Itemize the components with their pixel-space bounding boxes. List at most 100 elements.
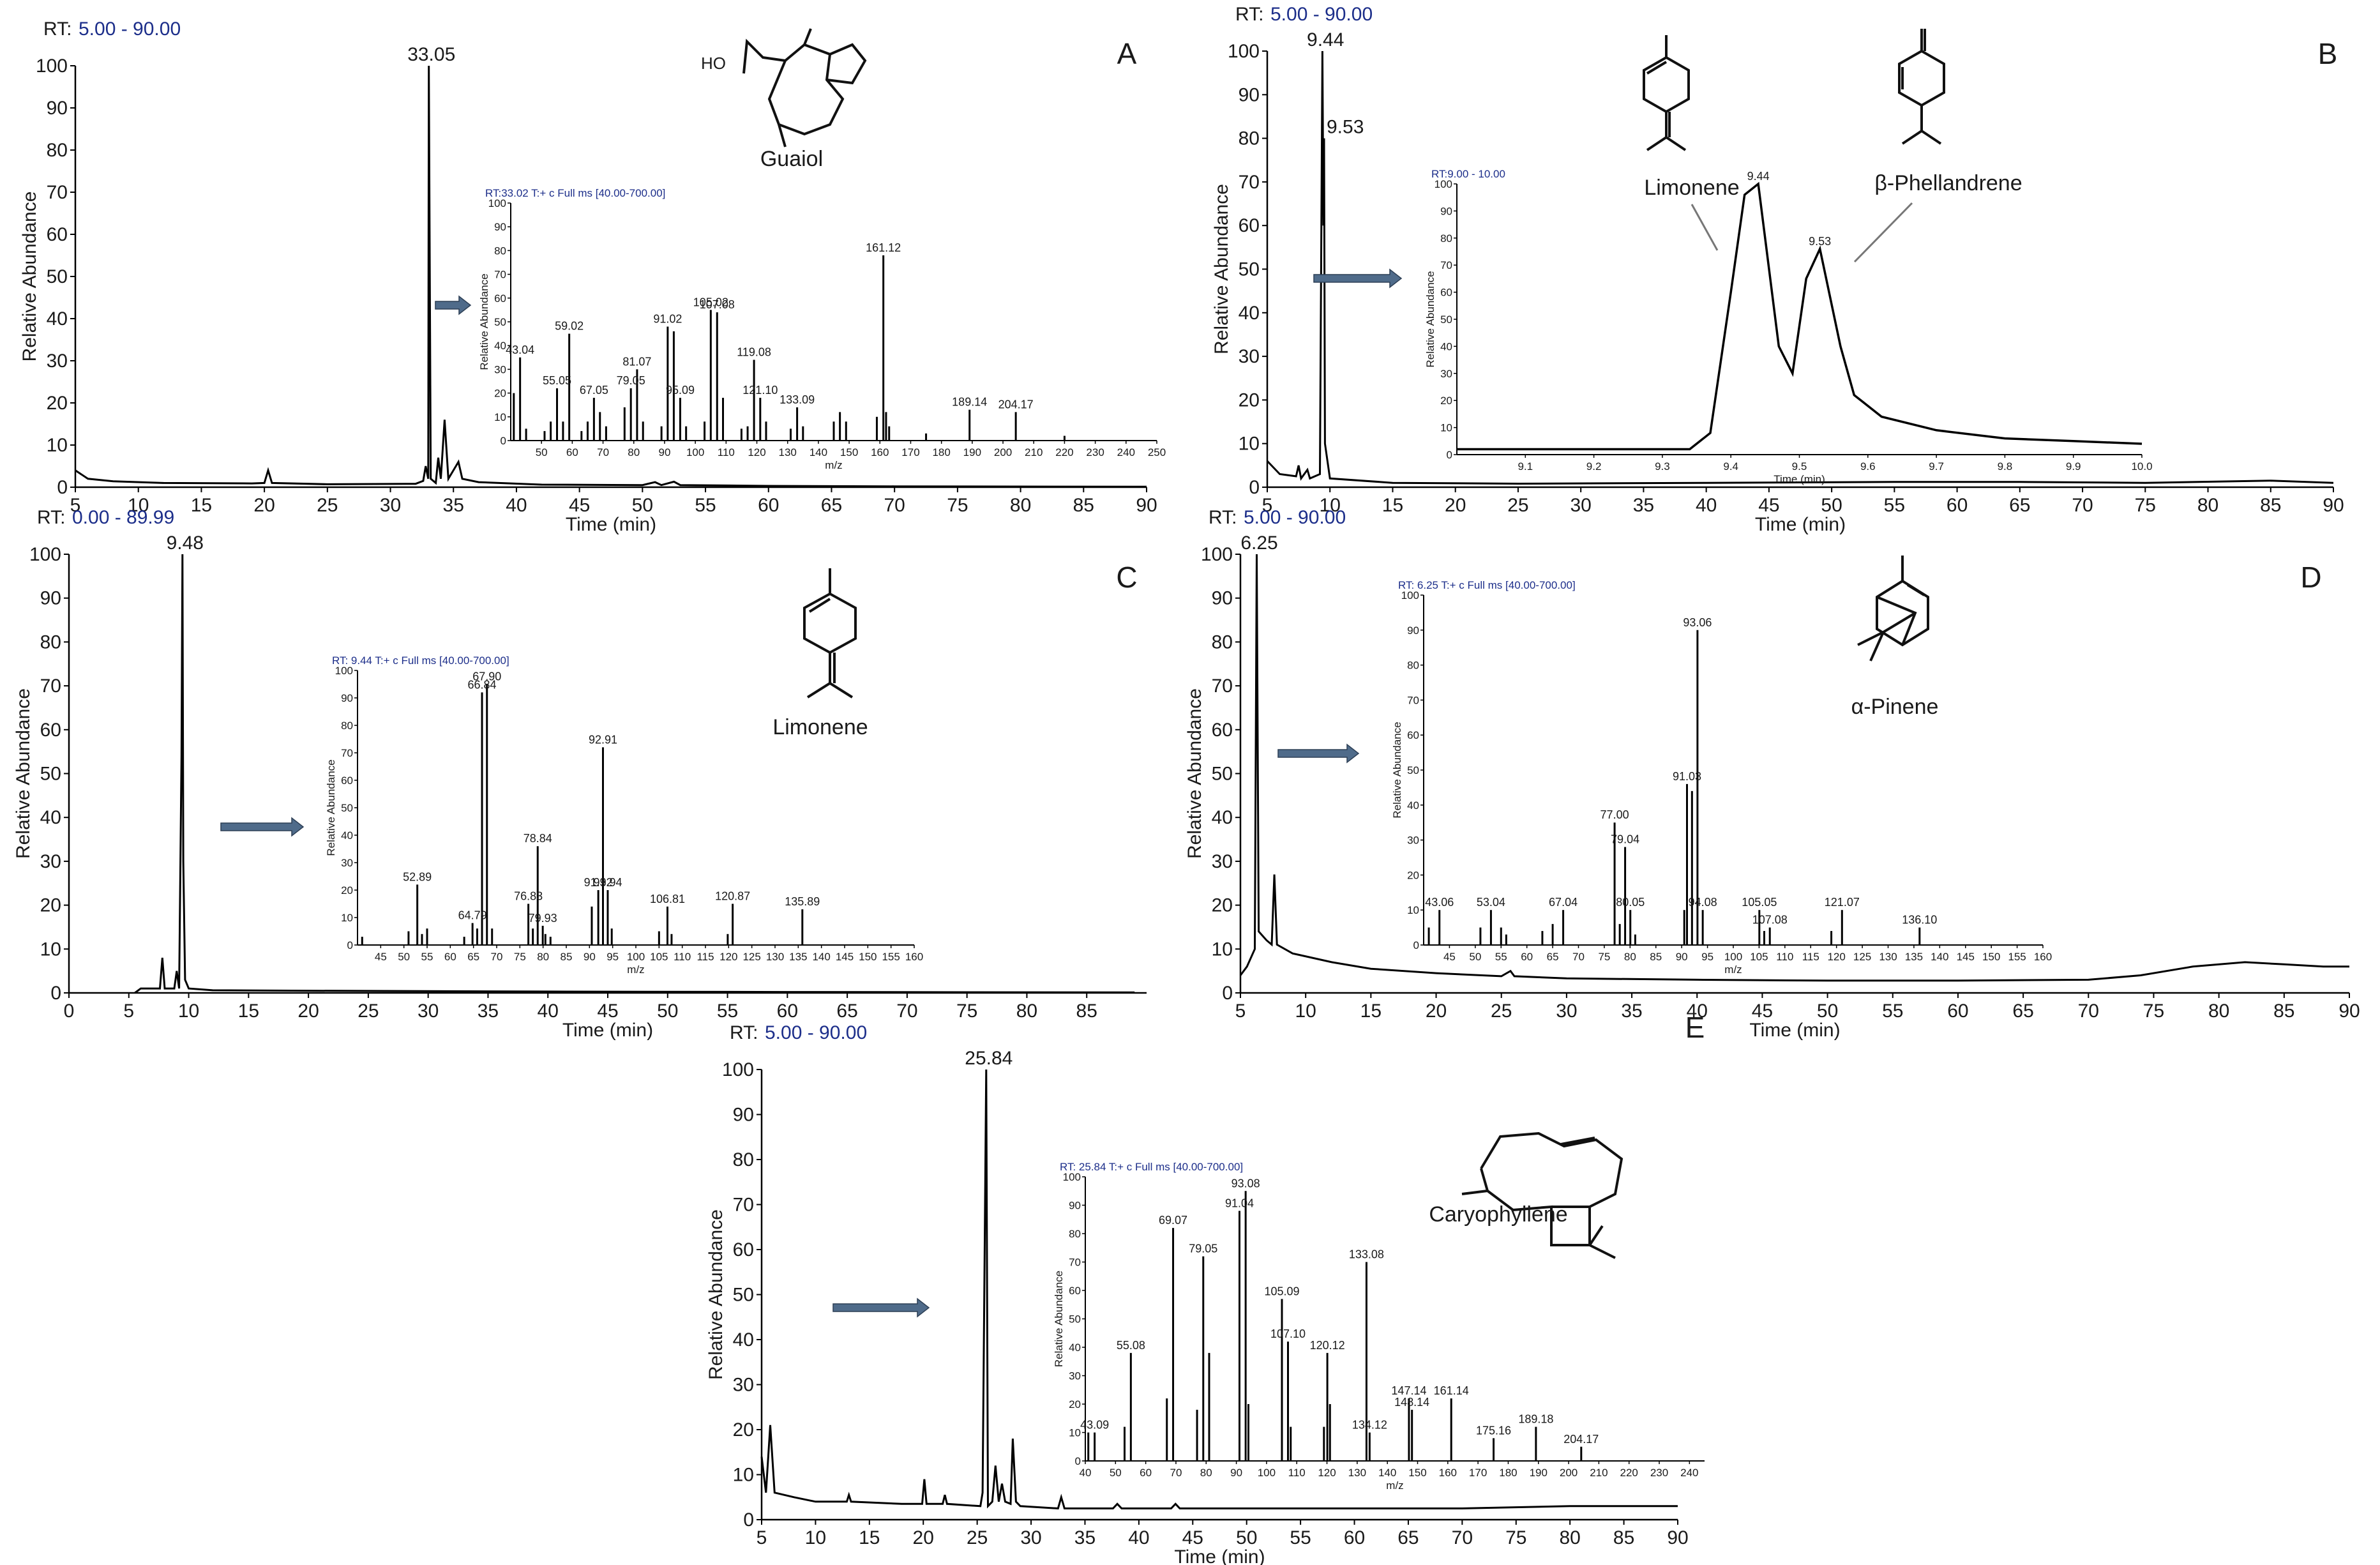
x-tick-label: 15 [859,1527,880,1548]
x-tick-label: 40 [1696,495,1717,516]
y-tick-label: 20 [47,393,68,414]
y-tick-label: 50 [1212,764,1233,785]
inset-x-tick-label: 230 [1650,1467,1668,1479]
inset-x-tick-label: 65 [467,951,479,963]
x-tick-label: 35 [1621,1001,1642,1022]
inset-y-tick-label: 70 [1407,694,1419,706]
y-tick-label: 20 [733,1419,754,1440]
inset-x-tick-label: 220 [1620,1467,1638,1479]
inset-y-axis-label: Relative Abundance [325,759,337,856]
inset-x-tick-label: 125 [1853,951,1871,963]
inset-x-tick-label: 90 [1230,1467,1242,1479]
inset-peak-label: 55.05 [543,374,571,387]
x-tick-label: 60 [777,1001,798,1022]
inset-y-tick-label: 50 [494,316,506,328]
inset-peak-label: 64.79 [458,909,487,922]
x-tick-label: 5 [123,1001,134,1022]
inset-x-tick-label: 140 [1378,1467,1396,1479]
inset-y-axis-label: Relative Abundance [1053,1271,1065,1367]
inset-x-tick-label: 160 [871,446,889,458]
x-tick-label: 55 [717,1001,738,1022]
x-tick-label: 75 [2143,1001,2164,1022]
y-axis-label: Relative Abundance [13,688,34,859]
x-tick-label: 20 [253,495,275,516]
inset-y-tick-label: 100 [1401,589,1419,601]
arrow-icon [1313,268,1403,289]
x-tick-label: 15 [191,495,212,516]
y-tick-label: 70 [733,1195,754,1216]
x-tick-label: 55 [1884,495,1905,516]
x-tick-label: 80 [1559,1527,1580,1548]
x-tick-label: 50 [1821,495,1842,516]
compound-name: Guaiol [760,147,823,171]
inset-peak-label: 134.12 [1352,1419,1387,1432]
inset-x-tick-label: 130 [1348,1467,1366,1479]
x-tick-label: 60 [1947,495,1968,516]
inset-y-tick-label: 80 [1440,232,1452,245]
y-tick-label: 70 [1239,172,1260,193]
inset-spectrum: RT:33.02 T:+ c Full ms [40.00-700.00] 0 10… [478,187,1166,471]
inset-x-tick-label: 150 [1982,951,2000,963]
rt-range: 5.00 - 90.00 [79,19,181,40]
inset-peak-label: 43.06 [1425,896,1454,909]
inset-y-tick-label: 90 [341,692,353,704]
x-tick-label: 5 [1235,1001,1246,1022]
rt-label: RT: [1209,507,1237,528]
inset-x-tick-label: 140 [1931,951,1948,963]
molecule-structure [803,568,857,699]
inset-peak-label: 78.84 [523,832,552,845]
rt-label: RT: [1235,4,1263,25]
x-tick-label: 60 [758,495,779,516]
x-tick-label: 70 [896,1001,917,1022]
inset-x-tick-label: 210 [1590,1467,1608,1479]
inset-x-tick-label: 90 [658,446,670,458]
x-tick-label: 90 [2323,495,2344,516]
inset-y-tick-label: 80 [494,245,506,257]
inset-x-tick-label: 115 [1802,951,1819,963]
inset-y-tick-label: 0 [1075,1455,1081,1467]
rt-label: RT: [43,19,72,40]
x-tick-label: 40 [1128,1527,1149,1548]
inset-x-tick-label: 220 [1055,446,1073,458]
y-tick-label: 60 [733,1239,754,1260]
x-tick-label: 80 [2197,495,2218,516]
inset-x-tick-label: 190 [1530,1467,1548,1479]
inset-peak-label: 91.03 [1673,770,1701,783]
y-tick-label: 100 [29,544,61,565]
inset-peak-label: 136.10 [1902,914,1937,926]
peak-label: 25.84 [965,1048,1013,1069]
y-tick-label: 40 [733,1329,754,1350]
x-tick-label: 90 [2339,1001,2360,1022]
y-tick-label: 30 [1239,346,1260,367]
x-tick-label: 15 [238,1001,259,1022]
y-tick-label: 50 [733,1285,754,1306]
x-tick-label: 10 [805,1527,826,1548]
y-tick-label: 0 [50,983,61,1004]
y-axis-label: Relative Abundance [705,1209,727,1380]
inset-peak-label: 79.04 [1611,833,1639,846]
compound-name: Limonene [772,715,868,739]
x-tick-label: 5 [70,495,81,516]
inset-x-tick-label: 130 [1879,951,1897,963]
x-tick-label: 10 [1320,495,1341,516]
panel-letter: D [2300,561,2321,594]
x-tick-label: 65 [2009,495,2030,516]
inset-x-tick-label: 150 [1408,1467,1426,1479]
inset-x-tick-label: 200 [1560,1467,1578,1479]
x-tick-label: 15 [1360,1001,1382,1022]
inset-x-tick-label: 100 [627,951,645,963]
inset-spectrum: RT: 9.44 T:+ c Full ms [40.00-700.00] 0 10… [325,654,923,976]
inset-x-tick-label: 160 [1439,1467,1457,1479]
y-axis-label: Relative Abundance [1211,184,1232,354]
inset-x-axis-label: m/z [627,964,644,976]
inset-x-tick-label: 75 [514,951,526,963]
inset-y-tick-label: 60 [341,775,353,787]
inset-y-tick-label: 0 [1447,449,1452,461]
inset-x-tick-label: 140 [812,951,830,963]
inset-peak-label: 79.05 [617,374,645,387]
y-tick-label: 70 [40,676,61,697]
y-tick-label: 80 [733,1149,754,1170]
y-tick-label: 50 [1239,259,1260,280]
inset-x-tick-label: 120 [1827,951,1845,963]
